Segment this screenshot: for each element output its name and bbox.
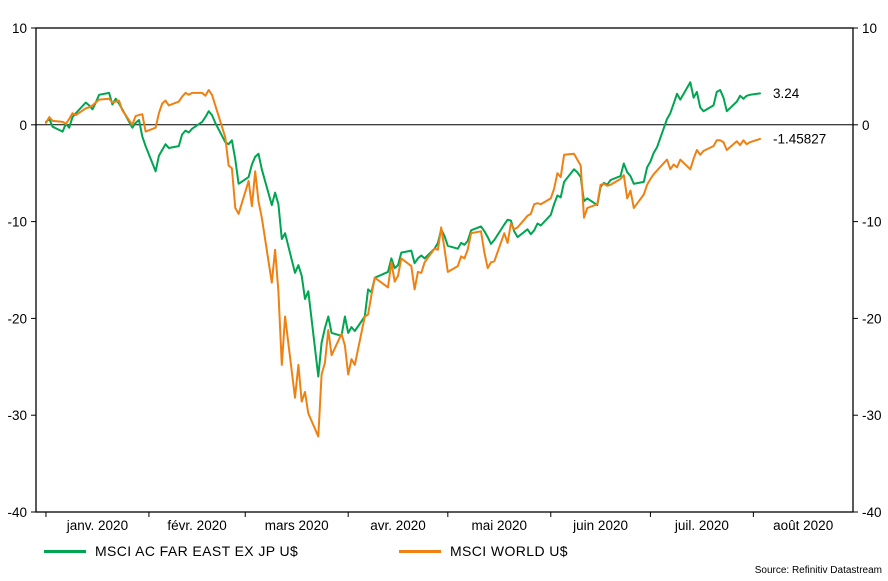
- y-axis-label-right: -10: [862, 215, 882, 230]
- legend-item-world: MSCI WORLD U$: [399, 542, 568, 560]
- x-axis-label: juin 2020: [572, 518, 628, 533]
- legend-line-far-east-icon: [44, 549, 86, 553]
- x-axis-label: août 2020: [773, 518, 833, 533]
- chart-legend: MSCI AC FAR EAST EX JP U$ MSCI WORLD U$: [0, 542, 888, 562]
- x-axis-label: janv. 2020: [66, 518, 128, 533]
- legend-item-far-east: MSCI AC FAR EAST EX JP U$: [44, 542, 298, 560]
- x-axis-label: juil. 2020: [674, 518, 729, 533]
- y-axis-label-right: -20: [862, 311, 882, 326]
- plot-border: [35, 27, 854, 513]
- series-line-far-east: [45, 81, 761, 378]
- source-note: Source: Refinitiv Datastream: [754, 565, 882, 576]
- x-axis-label: févr. 2020: [167, 518, 226, 533]
- x-axis-label: mars 2020: [265, 518, 329, 533]
- chart-svg: 10 10 0 0 -10 -10 -20 -20 -30 -30 -40 -40 janv. 2020…: [7, 21, 882, 533]
- series-end-value-far-east: 3.24: [773, 86, 800, 101]
- x-axis-label: mai 2020: [472, 518, 528, 533]
- y-axis-label-right: 10: [862, 21, 877, 36]
- series-end-value-world: -1.45827: [773, 131, 826, 146]
- y-axis-label-right: 0: [862, 118, 870, 133]
- legend-label-far-east: MSCI AC FAR EAST EX JP U$: [95, 543, 299, 559]
- y-axis-label-right: -40: [862, 505, 882, 520]
- x-axis-label: avr. 2020: [370, 518, 426, 533]
- y-axis-label-right: -30: [862, 408, 882, 423]
- legend-label-world: MSCI WORLD U$: [450, 543, 568, 559]
- y-axis-label-left: -30: [7, 408, 27, 423]
- y-axis-label-left: -40: [7, 505, 27, 520]
- series-line-world: [45, 89, 761, 438]
- y-axis-label-left: -20: [7, 311, 27, 326]
- legend-line-world-icon: [399, 549, 441, 553]
- y-axis-label-left: -10: [7, 215, 27, 230]
- y-axis-label-left: 10: [12, 21, 27, 36]
- y-axis-label-left: 0: [19, 118, 27, 133]
